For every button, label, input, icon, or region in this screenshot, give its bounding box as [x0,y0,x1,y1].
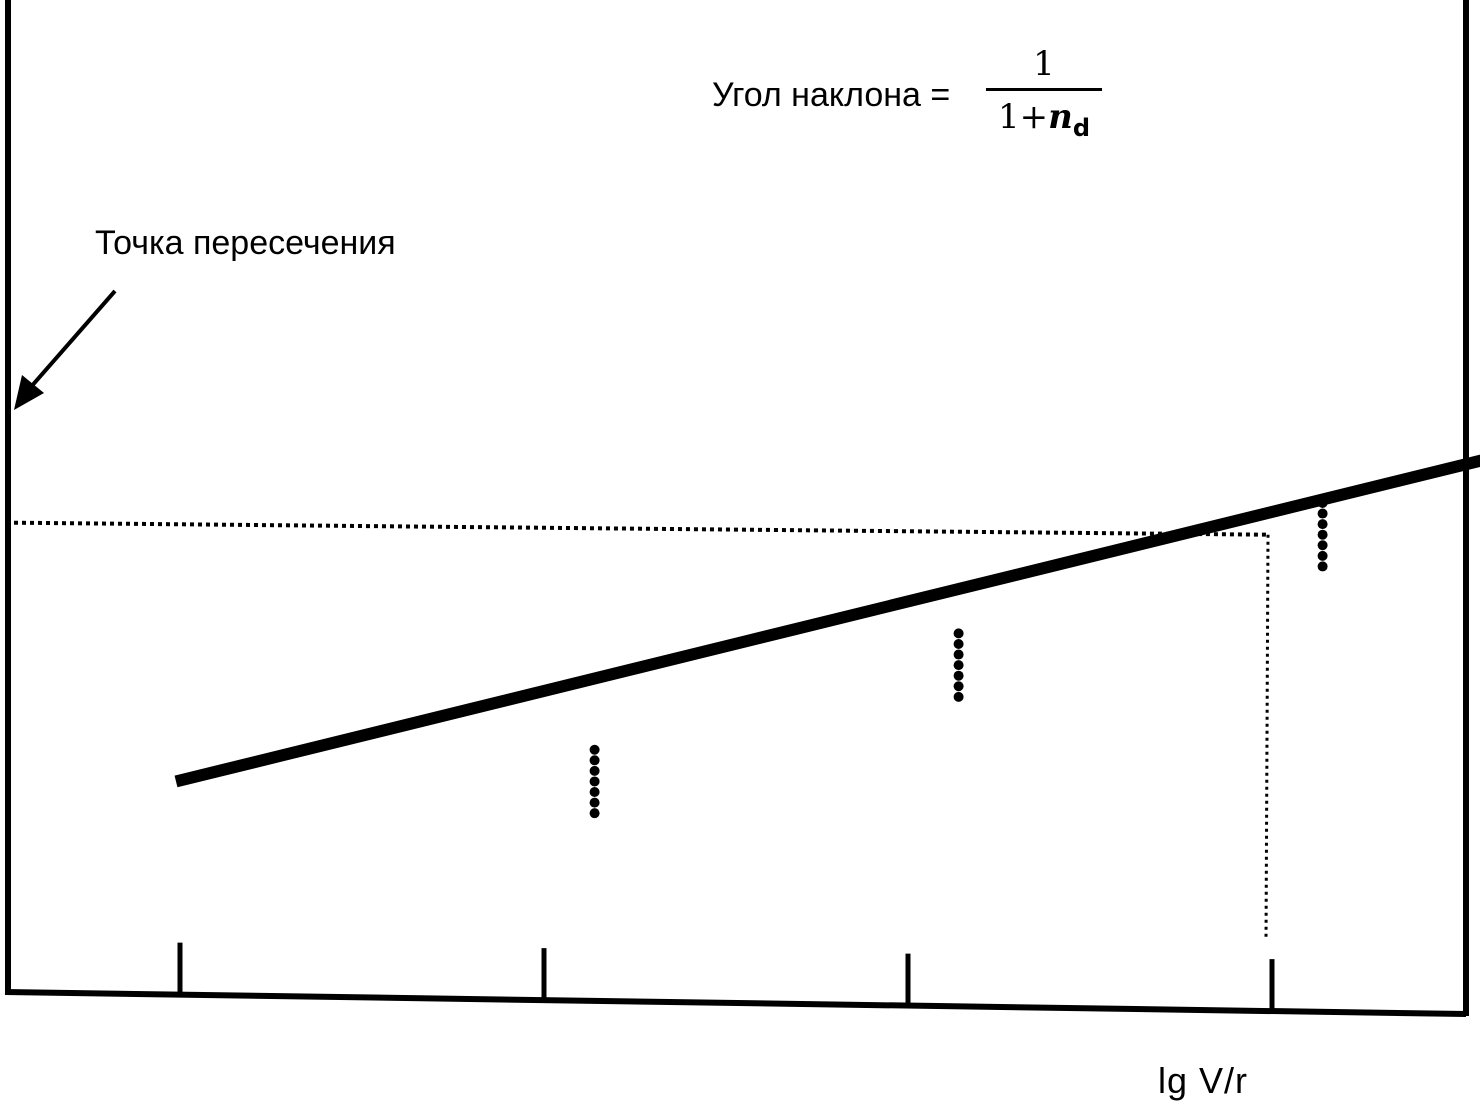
data-point [953,681,964,692]
horizontal-guide [13,520,1269,537]
x-ticks [177,942,1275,1012]
data-point [1317,540,1328,551]
data-point [953,691,964,702]
data-point [1317,561,1328,572]
arrow-head [14,375,44,410]
data-point [953,649,964,660]
data-point [953,628,964,639]
guide-lines [13,520,1270,941]
data-point [589,744,600,755]
fit-line [174,454,1480,788]
slope-denominator: 1+nd [986,95,1102,150]
data-point [1317,550,1328,561]
slope-label: Угол наклона = [712,76,951,114]
data-point [589,765,600,776]
data-point [589,797,600,808]
slope-numerator: 1 [1033,44,1055,84]
intersection-label: Точка пересечения [95,224,396,262]
fit-line-group [174,454,1480,788]
axes [4,0,1469,1017]
denominator-main: 1+ [997,97,1049,137]
data-point [589,755,600,766]
x-axis-line [4,989,1467,1017]
slope-fraction: 1 1+nd [986,42,1102,150]
data-point [953,660,964,671]
data-points [589,497,1328,819]
x-axis-label: lg V/r [1158,1060,1249,1101]
denominator-var: n [1048,97,1073,137]
data-point [589,787,600,798]
data-point [953,638,964,649]
data-point [1317,497,1328,508]
data-point [589,776,600,787]
fraction-bar [986,88,1102,91]
data-point [1317,519,1328,530]
arrow-shaft [28,289,117,390]
denominator-sub: d [1072,114,1091,142]
data-point [953,670,964,681]
vertical-guide [1264,534,1270,941]
arrow-icon [14,289,117,410]
data-point [589,808,600,819]
data-point [1317,508,1328,519]
data-point [1317,529,1328,540]
